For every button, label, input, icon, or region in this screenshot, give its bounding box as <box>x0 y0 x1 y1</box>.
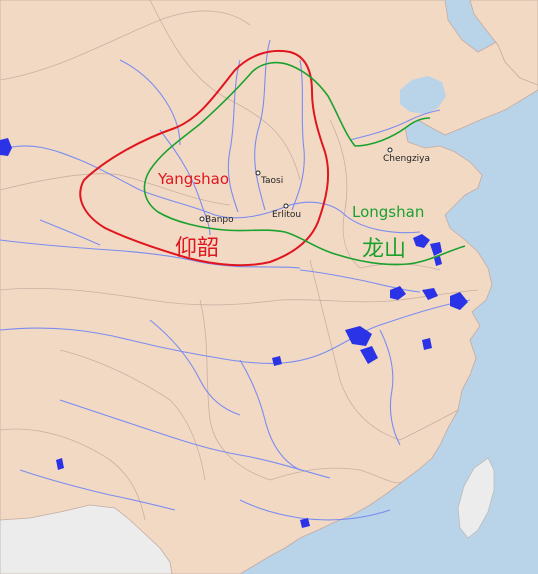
site-marker-chengziya <box>387 147 393 153</box>
longshan-region-boundary <box>143 61 466 266</box>
yangshao-label-en: Yangshao <box>158 170 230 188</box>
lake-4 <box>390 286 406 300</box>
lake-5 <box>422 288 438 300</box>
site-marker-banpo <box>199 216 205 222</box>
site-label-banpo: Banpo <box>205 215 234 225</box>
lake-taihu <box>450 292 468 310</box>
site-label-chengziya: Chengziya <box>383 154 431 164</box>
lake-8 <box>300 518 310 528</box>
yangshao-region-boundary <box>79 50 330 267</box>
lake-poyang <box>360 346 378 364</box>
province-borders <box>0 0 479 521</box>
land-neighbor <box>0 504 173 574</box>
longshan-label-cn: 龙山 <box>362 237 407 262</box>
site-label-erlitou: Erlitou <box>272 210 302 220</box>
bohai-sea <box>400 76 446 114</box>
rivers <box>0 39 471 521</box>
lake-2 <box>430 242 442 256</box>
lake-west <box>0 138 12 156</box>
land-northeast <box>469 0 538 86</box>
land-taiwan <box>457 457 495 539</box>
site-marker-erlitou <box>283 203 289 209</box>
lake-7 <box>56 458 64 470</box>
lake-3 <box>434 256 442 266</box>
lakes <box>0 138 468 528</box>
site-markers <box>199 147 393 222</box>
site-label-taosi: Taosi <box>261 176 284 186</box>
yangshao-label-cn: 仰韶 <box>175 236 220 261</box>
longshan-label-en: Longshan <box>352 203 425 221</box>
lake-6 <box>422 338 432 350</box>
site-marker-taosi <box>255 170 261 176</box>
lake-chao <box>345 326 372 346</box>
lake-dongting <box>272 356 282 366</box>
lake-1 <box>413 234 430 248</box>
